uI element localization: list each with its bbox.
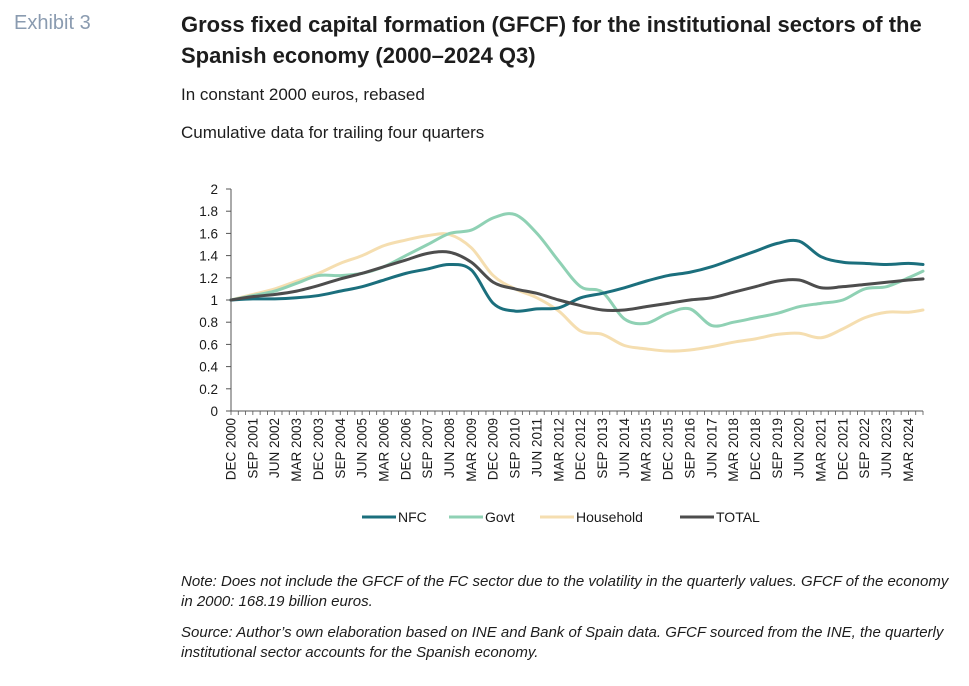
legend-item-nfc: NFC	[362, 509, 427, 525]
x-tick-label: DEC 2018	[748, 418, 763, 480]
x-tick-label: SEP 2007	[420, 418, 435, 479]
x-tick-label: JUN 2014	[617, 418, 632, 479]
x-tick-label: JUN 2011	[529, 418, 544, 477]
x-tick-label: JUN 2008	[442, 418, 457, 478]
legend-item-household: Household	[540, 509, 643, 525]
x-tick-label: MAR 2009	[464, 418, 479, 482]
x-tick-label: MAR 2003	[289, 418, 304, 482]
x-tick-label: MAR 2021	[814, 418, 829, 482]
x-tick-label: MAR 2024	[901, 418, 916, 482]
x-tick-label: SEP 2004	[333, 418, 348, 479]
x-tick-label: DEC 2009	[486, 418, 501, 480]
y-tick-label: 0.4	[199, 360, 218, 375]
y-tick-label: 2	[210, 182, 218, 197]
x-tick-label: DEC 2000	[224, 418, 239, 480]
y-tick-label: 1.8	[199, 204, 218, 219]
x-tick-label: DEC 2012	[573, 418, 588, 480]
x-tick-label: MAR 2018	[726, 418, 741, 482]
x-tick-label: DEC 2003	[311, 418, 326, 480]
chart-title: Gross fixed capital formation (GFCF) for…	[181, 12, 922, 68]
y-tick-label: 0	[210, 404, 218, 419]
y-tick-label: 0.6	[199, 337, 218, 352]
y-tick-label: 1.4	[199, 249, 218, 264]
series-line-total	[229, 250, 925, 312]
x-tick-label: SEP 2013	[595, 418, 610, 479]
line-chart: 0 0.2 0.4 0.6 0.8 1 1.2 1.4 1.6 1.8 2 DEC 2000 SEP 2…	[199, 182, 925, 525]
x-tick-label: JUN 2002	[267, 418, 282, 478]
chart-subtitle-secondary: Cumulative data for trailing four quarte…	[181, 123, 485, 142]
x-tick-label: SEP 2022	[857, 418, 872, 479]
legend-item-total: TOTAL	[680, 509, 760, 525]
x-tick-label: MAR 2012	[551, 418, 566, 482]
series-line-nfc	[229, 238, 925, 313]
y-tick-label: 0.2	[199, 382, 218, 397]
y-tick-label: 1.6	[199, 226, 218, 241]
x-tick-label: MAR 2006	[376, 418, 391, 482]
chart-subtitle: In constant 2000 euros, rebased	[181, 85, 425, 104]
legend-item-govt: Govt	[449, 509, 515, 525]
x-tick-label: SEP 2016	[682, 418, 697, 479]
exhibit-label: Exhibit 3	[14, 12, 91, 34]
x-tick-label: DEC 2021	[835, 418, 850, 480]
series-line-govt	[229, 212, 925, 328]
x-tick-label: MAR 2015	[639, 418, 654, 482]
x-tick-label: JUN 2023	[879, 418, 894, 478]
y-tick-label: 0.8	[199, 315, 218, 330]
x-tick-label: DEC 2006	[398, 418, 413, 480]
series-line-household	[229, 232, 925, 353]
x-tick-label: SEP 2001	[245, 418, 260, 479]
legend-label: TOTAL	[716, 509, 760, 525]
x-tick-label: DEC 2015	[661, 418, 676, 480]
legend-label: Govt	[485, 509, 515, 525]
x-tick-label: JUN 2017	[704, 418, 719, 478]
x-tick-label: SEP 2010	[508, 418, 523, 479]
legend-label: Household	[576, 509, 643, 525]
x-tick-label: SEP 2019	[770, 418, 785, 479]
y-tick-label: 1	[210, 293, 218, 308]
y-tick-label: 1.2	[199, 271, 218, 286]
legend-label: NFC	[398, 509, 427, 525]
chart-note: Note: Does not include the GFCF of the F…	[181, 573, 949, 610]
x-tick-label: JUN 2005	[355, 418, 370, 478]
chart-source: Source: Author’s own elaboration based o…	[181, 624, 944, 661]
x-tick-label: JUN 2020	[792, 418, 807, 478]
